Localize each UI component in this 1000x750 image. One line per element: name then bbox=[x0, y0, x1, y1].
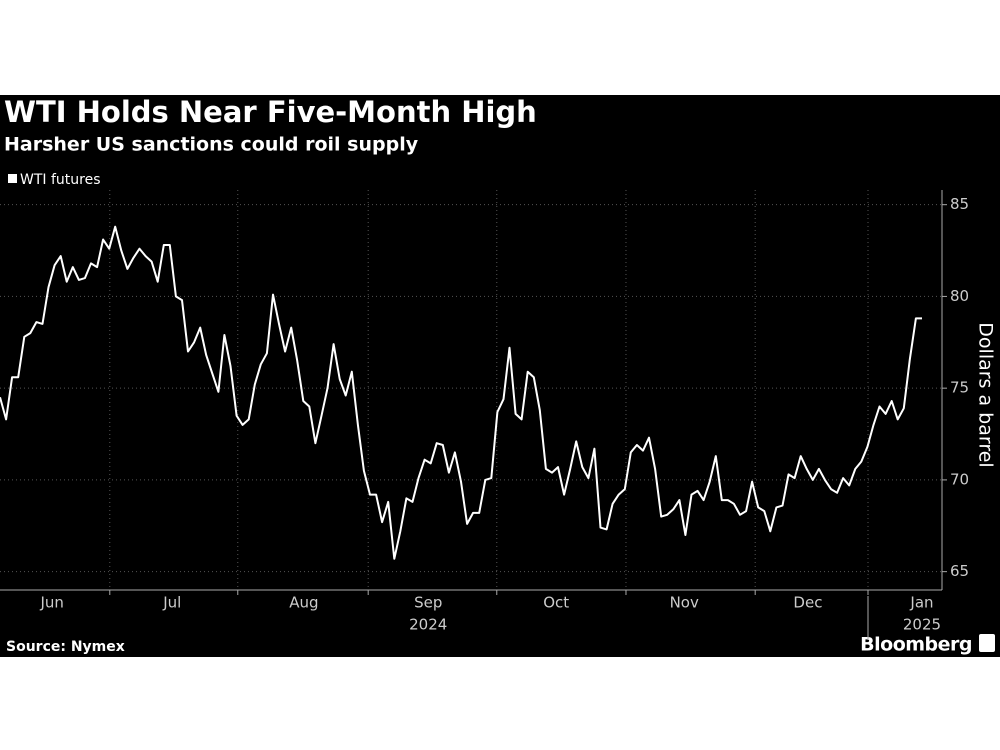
chart-title: WTI Holds Near Five-Month High bbox=[4, 95, 537, 129]
brand-icon bbox=[979, 634, 995, 652]
x-tick-label: Jul bbox=[162, 594, 181, 612]
y-tick-label: 75 bbox=[950, 379, 969, 397]
x-tick-label: Jun bbox=[39, 594, 63, 612]
legend-label: WTI futures bbox=[20, 172, 101, 188]
x-tick-label: Jan bbox=[909, 594, 933, 612]
y-tick-label: 70 bbox=[950, 470, 969, 488]
y-tick-label: 65 bbox=[950, 562, 969, 580]
x-tick-label: Aug bbox=[289, 594, 318, 612]
y-tick-label: 85 bbox=[950, 195, 969, 213]
chart-subtitle: Harsher US sanctions could roil supply bbox=[4, 134, 419, 156]
panel bbox=[0, 95, 1000, 657]
legend-swatch bbox=[8, 174, 17, 183]
x-tick-label: Sep bbox=[414, 594, 442, 612]
year-label: 2024 bbox=[409, 616, 447, 634]
x-tick-label: Oct bbox=[543, 594, 569, 612]
y-axis-label: Dollars a barrel bbox=[975, 322, 997, 467]
brand: Bloomberg bbox=[860, 634, 972, 656]
price-line bbox=[0, 225, 922, 560]
x-tick-label: Dec bbox=[793, 594, 822, 612]
year-label: 2025 bbox=[903, 616, 941, 634]
x-tick-label: Nov bbox=[670, 594, 699, 612]
y-tick-label: 80 bbox=[950, 287, 969, 305]
source: Source: Nymex bbox=[6, 639, 125, 655]
